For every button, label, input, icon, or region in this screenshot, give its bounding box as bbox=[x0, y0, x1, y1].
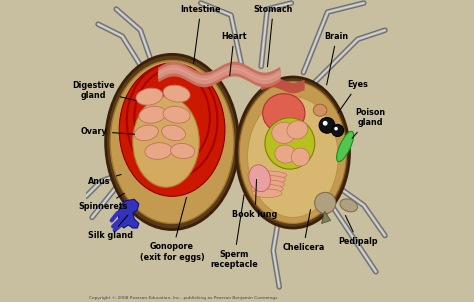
Text: Heart: Heart bbox=[221, 32, 247, 76]
Ellipse shape bbox=[252, 189, 282, 198]
Ellipse shape bbox=[136, 88, 163, 105]
Text: Pedipalp: Pedipalp bbox=[338, 215, 378, 246]
Circle shape bbox=[331, 124, 344, 137]
Circle shape bbox=[334, 127, 338, 130]
Text: Stomach: Stomach bbox=[254, 5, 293, 67]
Ellipse shape bbox=[250, 180, 284, 188]
Ellipse shape bbox=[287, 121, 308, 139]
Text: Copyright © 2008 Pearson Education, Inc., publishing as Pearson Benjamin Cumming: Copyright © 2008 Pearson Education, Inc.… bbox=[89, 297, 279, 300]
Polygon shape bbox=[118, 199, 139, 228]
Text: Book lung: Book lung bbox=[232, 179, 278, 219]
Circle shape bbox=[323, 121, 328, 126]
Text: Chelicera: Chelicera bbox=[282, 210, 325, 252]
Text: Gonopore
(exit for eggs): Gonopore (exit for eggs) bbox=[140, 198, 204, 262]
Ellipse shape bbox=[249, 165, 271, 191]
Ellipse shape bbox=[292, 148, 310, 166]
Ellipse shape bbox=[265, 118, 315, 169]
Text: Brain: Brain bbox=[325, 32, 349, 85]
Ellipse shape bbox=[315, 192, 336, 214]
Text: Digestive
gland: Digestive gland bbox=[72, 81, 136, 101]
Ellipse shape bbox=[163, 85, 190, 102]
Text: Spinnerets: Spinnerets bbox=[78, 193, 128, 211]
Ellipse shape bbox=[145, 143, 172, 159]
Ellipse shape bbox=[135, 125, 158, 141]
Ellipse shape bbox=[247, 97, 338, 217]
Text: Intestine: Intestine bbox=[181, 5, 221, 64]
Polygon shape bbox=[321, 211, 331, 223]
Ellipse shape bbox=[236, 77, 349, 228]
Text: Ovary: Ovary bbox=[80, 127, 135, 136]
Ellipse shape bbox=[313, 104, 327, 116]
Ellipse shape bbox=[139, 106, 166, 123]
Ellipse shape bbox=[275, 145, 296, 163]
Ellipse shape bbox=[247, 171, 287, 179]
Ellipse shape bbox=[110, 60, 234, 223]
Circle shape bbox=[319, 117, 335, 133]
Ellipse shape bbox=[119, 63, 225, 196]
Ellipse shape bbox=[340, 199, 357, 212]
Text: Silk gland: Silk gland bbox=[88, 215, 133, 240]
Ellipse shape bbox=[337, 131, 354, 162]
Ellipse shape bbox=[263, 94, 305, 133]
Text: Anus: Anus bbox=[88, 175, 121, 186]
Ellipse shape bbox=[251, 185, 283, 193]
Ellipse shape bbox=[106, 54, 238, 230]
Text: Poison
gland: Poison gland bbox=[352, 108, 385, 138]
Ellipse shape bbox=[239, 82, 346, 223]
Text: Eyes: Eyes bbox=[338, 80, 368, 112]
Ellipse shape bbox=[249, 175, 286, 184]
Ellipse shape bbox=[163, 106, 190, 123]
Ellipse shape bbox=[272, 122, 296, 143]
Ellipse shape bbox=[171, 143, 195, 159]
Text: Sperm
receptacle: Sperm receptacle bbox=[210, 194, 258, 269]
Ellipse shape bbox=[133, 97, 199, 187]
Ellipse shape bbox=[162, 125, 185, 141]
